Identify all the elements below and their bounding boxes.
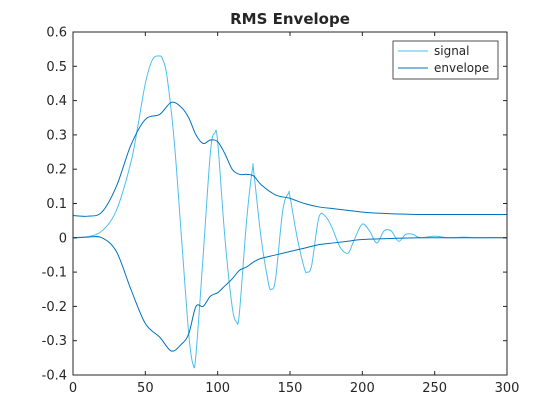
tick-layer: 0 50 100 150 200 250 300 -0.4 -0.3 -0.2 -0.1 0 0.1 0.… bbox=[42, 26, 520, 397]
x-tick-label: 300 bbox=[495, 381, 520, 396]
legend: signal envelope bbox=[392, 40, 499, 80]
legend-envelope-label: envelope bbox=[434, 61, 489, 75]
y-tick-label: 0.3 bbox=[46, 128, 67, 143]
y-tick-label: 0.6 bbox=[46, 26, 67, 41]
y-tick-label: 0.2 bbox=[46, 163, 67, 178]
y-tick-label: 0.1 bbox=[46, 197, 67, 212]
x-tick-label: 200 bbox=[350, 381, 375, 396]
y-tick-label: -0.4 bbox=[42, 369, 67, 384]
y-tick-label: -0.1 bbox=[42, 266, 67, 281]
series-layer bbox=[72, 55, 508, 369]
y-tick-label: -0.3 bbox=[42, 334, 67, 349]
x-tick-label: 50 bbox=[137, 381, 154, 396]
plot-area: 0 50 100 150 200 250 300 -0.4 -0.3 -0.2 -0.1 0 0.1 0.… bbox=[42, 26, 520, 397]
y-tick-label: 0.4 bbox=[46, 94, 67, 109]
envelope-upper-line bbox=[72, 101, 507, 217]
signal-line bbox=[72, 55, 508, 369]
y-tick-label: -0.2 bbox=[42, 300, 67, 315]
legend-signal-label: signal bbox=[434, 44, 470, 58]
axes-background bbox=[73, 32, 507, 375]
y-tick-label: 0.5 bbox=[46, 60, 67, 75]
x-tick-label: 100 bbox=[205, 381, 230, 396]
legend-box bbox=[392, 40, 499, 80]
envelope-lower-line bbox=[72, 236, 507, 352]
chart-title: RMS Envelope bbox=[230, 10, 350, 28]
y-tick-label: 0 bbox=[59, 231, 67, 246]
x-tick-label: 0 bbox=[69, 381, 77, 396]
x-tick-label: 150 bbox=[278, 381, 303, 396]
x-tick-label: 250 bbox=[422, 381, 447, 396]
